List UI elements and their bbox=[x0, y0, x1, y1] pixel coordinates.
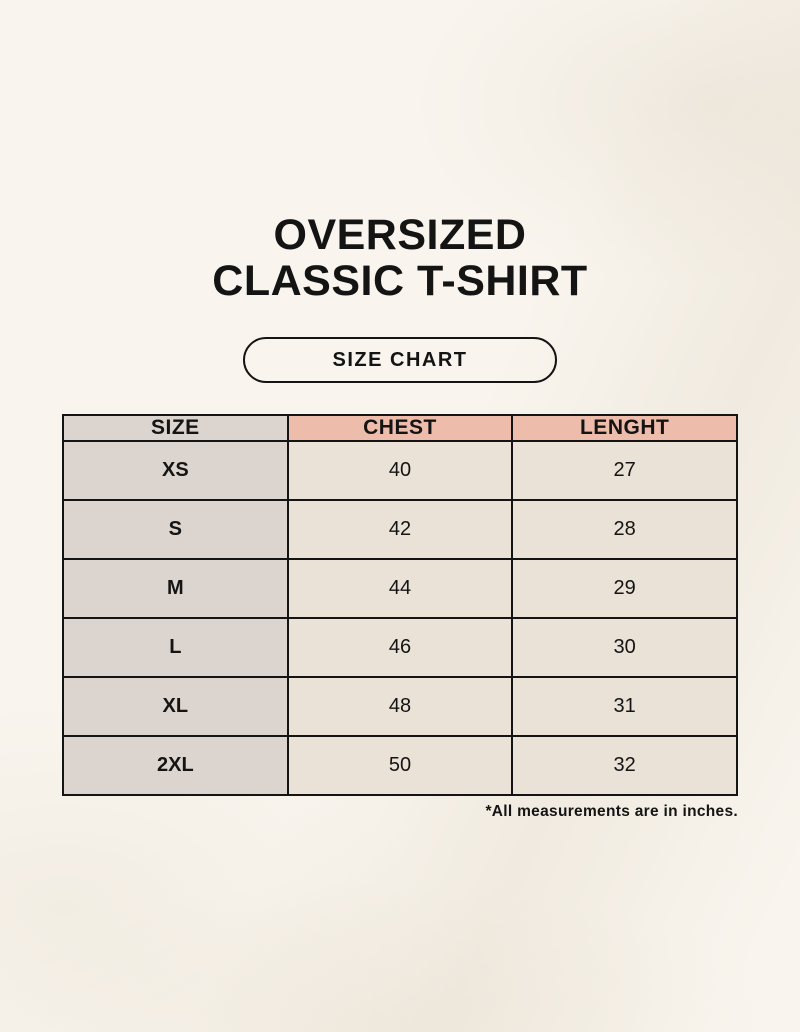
lenght-value: 29 bbox=[511, 558, 738, 620]
size-label: XS bbox=[62, 440, 289, 502]
title-line-2: CLASSIC T-SHIRT bbox=[212, 256, 588, 305]
size-chart-graphic: OVERSIZED CLASSIC T-SHIRT SIZE CHART SIZ… bbox=[62, 0, 738, 821]
size-label: S bbox=[62, 499, 289, 561]
table-header-row: SIZE CHEST LENGHT bbox=[62, 414, 738, 443]
lenght-value: 28 bbox=[511, 499, 738, 561]
table-row: XL 48 31 bbox=[62, 676, 738, 738]
size-chart-badge-label: SIZE CHART bbox=[332, 348, 468, 371]
table-row: S 42 28 bbox=[62, 499, 738, 561]
lenght-value: 32 bbox=[511, 735, 738, 797]
size-label: XL bbox=[62, 676, 289, 738]
page-title: OVERSIZED CLASSIC T-SHIRT bbox=[62, 211, 738, 305]
chest-value: 50 bbox=[286, 735, 514, 797]
measurements-footnote: *All measurements are in inches. bbox=[485, 803, 738, 821]
chest-value: 40 bbox=[286, 440, 514, 502]
column-header-chest: CHEST bbox=[286, 414, 514, 443]
column-header-lenght: LENGHT bbox=[511, 414, 738, 443]
size-chart-badge: SIZE CHART bbox=[243, 337, 557, 384]
lenght-value: 27 bbox=[511, 440, 738, 502]
chest-value: 44 bbox=[286, 558, 514, 620]
title-line-1: OVERSIZED bbox=[273, 211, 527, 259]
size-label: 2XL bbox=[62, 735, 289, 797]
size-label: L bbox=[62, 617, 289, 679]
chest-value: 48 bbox=[286, 676, 514, 738]
lenght-value: 31 bbox=[511, 676, 738, 738]
table-row: M 44 29 bbox=[62, 558, 738, 620]
size-chart-table: SIZE CHEST LENGHT XS 40 27 S 42 28 M 44 … bbox=[62, 414, 738, 797]
lenght-value: 30 bbox=[511, 617, 738, 679]
chest-value: 42 bbox=[286, 499, 514, 561]
size-label: M bbox=[62, 558, 289, 620]
table-row: L 46 30 bbox=[62, 617, 738, 679]
table-row: XS 40 27 bbox=[62, 440, 738, 502]
chest-value: 46 bbox=[286, 617, 514, 679]
column-header-size: SIZE bbox=[62, 414, 289, 443]
table-row: 2XL 50 32 bbox=[62, 735, 738, 797]
